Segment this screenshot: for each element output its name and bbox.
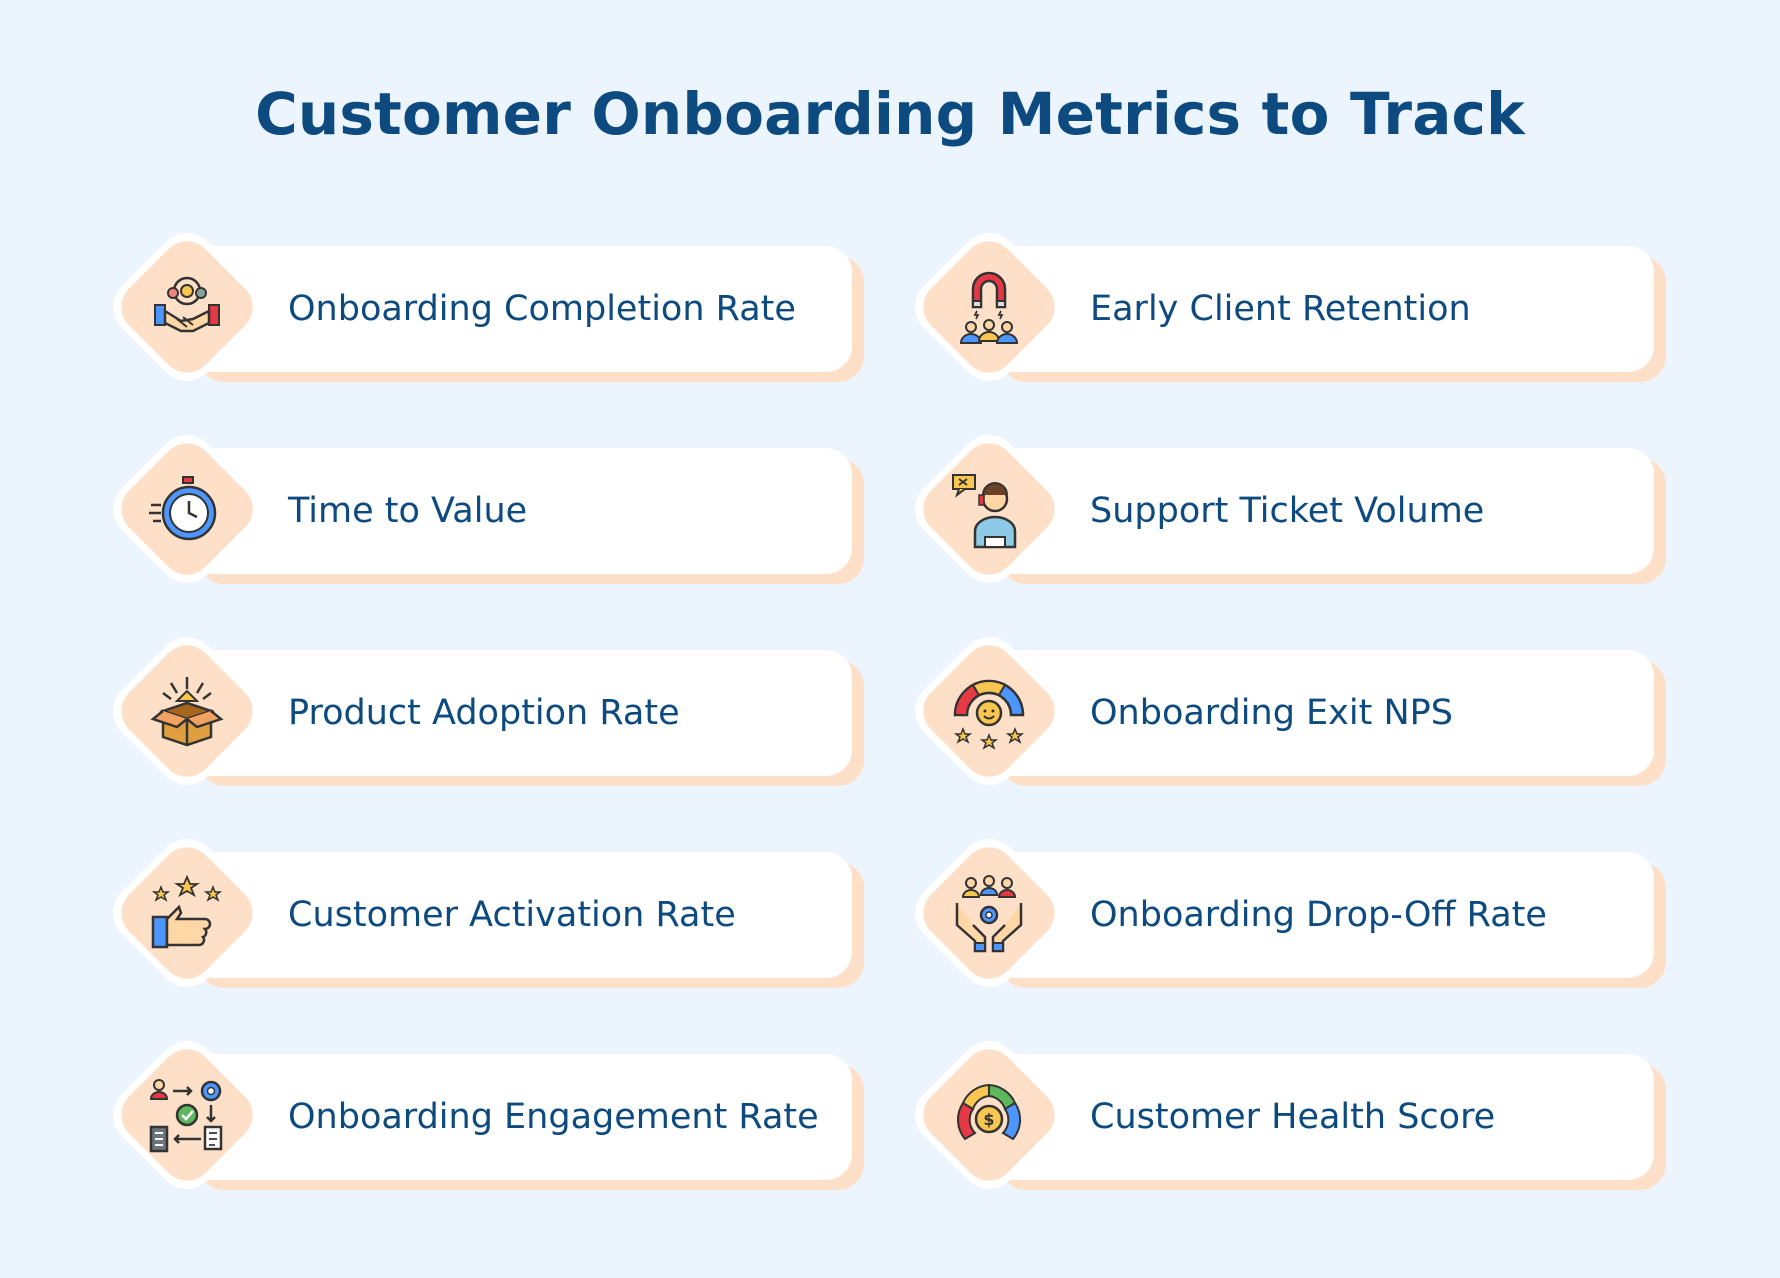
health-gauge-icon: $ (956, 1083, 1022, 1141)
stopwatch-icon (149, 476, 217, 541)
metric-card-onboarding-drop-off-rate: Onboarding Drop-Off Rate (902, 826, 1666, 1000)
metric-label: Customer Health Score (1090, 1097, 1496, 1137)
magnet-customers-icon (959, 271, 1019, 344)
metric-card-product-adoption-rate: Product Adoption Rate (100, 624, 864, 798)
metric-card-early-client-retention: Early Client Retention (902, 220, 1666, 394)
metric-card-time-to-value: Time to Value (100, 422, 864, 596)
metric-label: Product Adoption Rate (288, 693, 680, 733)
metric-label: Onboarding Engagement Rate (288, 1097, 819, 1137)
handshake-team-icon (154, 276, 220, 333)
metric-label: Customer Activation Rate (288, 895, 736, 935)
open-box-icon (150, 677, 224, 747)
metric-card-onboarding-engagement-rate: Onboarding Engagement Rate (100, 1028, 864, 1202)
page-title: Customer Onboarding Metrics to Track (255, 80, 1525, 148)
svg-text:$: $ (983, 1110, 994, 1129)
metric-card-support-ticket-volume: Support Ticket Volume (902, 422, 1666, 596)
metric-card-customer-health-score: $ Customer Health Score (902, 1028, 1666, 1202)
support-agent-icon (952, 474, 1017, 549)
metric-card-customer-activation-rate: Customer Activation Rate (100, 826, 864, 1000)
metric-card-onboarding-completion-rate: Onboarding Completion Rate (100, 220, 864, 394)
hands-people-gear-icon (955, 875, 1023, 953)
thumbs-up-stars-icon (151, 874, 223, 949)
metric-label: Time to Value (288, 491, 528, 531)
metric-label: Support Ticket Volume (1090, 491, 1485, 531)
metric-label: Onboarding Completion Rate (288, 289, 796, 329)
metric-label: Onboarding Drop-Off Rate (1090, 895, 1547, 935)
metric-card-onboarding-exit-nps: Onboarding Exit NPS (902, 624, 1666, 798)
metric-label: Onboarding Exit NPS (1090, 693, 1453, 733)
metric-label: Early Client Retention (1090, 289, 1471, 329)
satisfaction-gauge-icon (953, 679, 1025, 750)
workflow-cycle-icon (149, 1079, 223, 1153)
